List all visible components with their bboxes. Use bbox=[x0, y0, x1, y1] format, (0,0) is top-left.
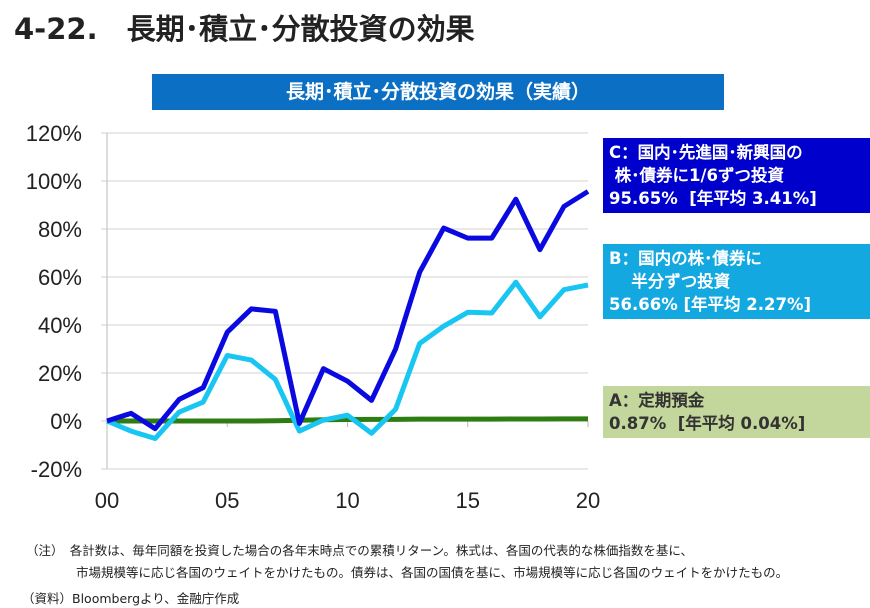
note-line-2: 市場規模等に応じ各国のウェイトをかけたもの。債券は、各国の国債を基に、市場規模等… bbox=[26, 565, 789, 580]
legend-a: A：定期預金 0.87% [年平均 0.04%] bbox=[603, 386, 870, 438]
y-tick-label: 80% bbox=[38, 217, 82, 242]
chart-title: 長期･積立･分散投資の効果（実績） bbox=[152, 74, 724, 110]
y-tick-label: 40% bbox=[38, 313, 82, 338]
x-tick-label: 20 bbox=[576, 488, 600, 513]
x-tick-label: 05 bbox=[215, 488, 239, 513]
source-note: （資料）Bloombergより、金融庁作成 bbox=[22, 591, 240, 606]
y-tick-label: -20% bbox=[31, 457, 82, 482]
x-tick-label: 00 bbox=[95, 488, 119, 513]
y-tick-label: 60% bbox=[38, 265, 82, 290]
legend-c: C：国内･先進国･新興国の 株･債券に1/6ずつ投資 95.65% [年平均 3… bbox=[603, 138, 870, 213]
y-tick-label: 0% bbox=[50, 409, 82, 434]
page-title: 4-22. 長期･積立･分散投資の効果 bbox=[14, 12, 475, 46]
series-line-a bbox=[107, 416, 589, 424]
x-tick-label: 15 bbox=[456, 488, 480, 513]
y-tick-label: 120% bbox=[26, 121, 82, 146]
series-line-c bbox=[106, 189, 590, 432]
legend-b: B：国内の株･債券に 半分ずつ投資 56.66% [年平均 2.27%] bbox=[603, 244, 870, 319]
y-tick-label: 100% bbox=[26, 169, 82, 194]
x-tick-label: 10 bbox=[335, 488, 359, 513]
y-tick-label: 20% bbox=[38, 361, 82, 386]
series-line-b bbox=[106, 279, 589, 442]
note-line-1: （注） 各計数は、毎年同額を投資した場合の各年末時点での累積リターン。株式は、各… bbox=[26, 543, 694, 558]
